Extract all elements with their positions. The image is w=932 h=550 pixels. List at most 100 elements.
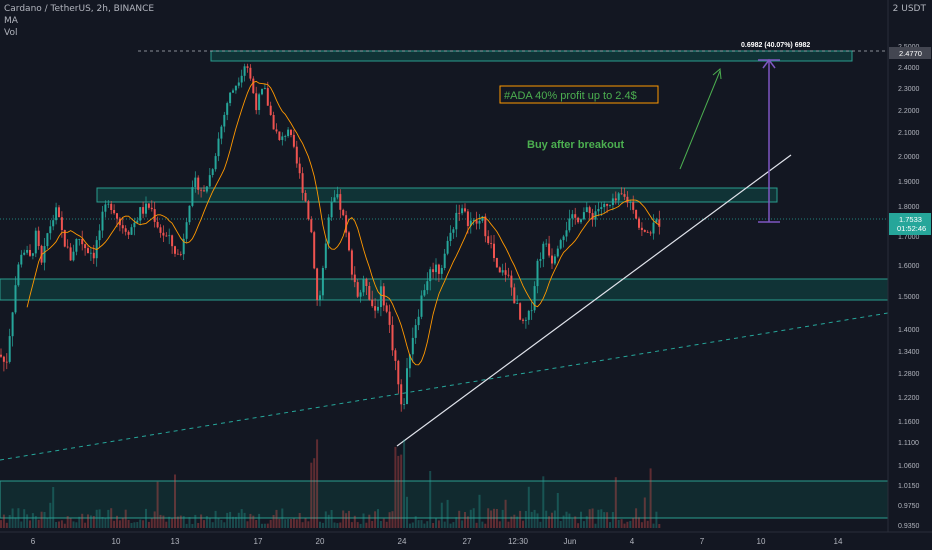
volume-bar bbox=[455, 517, 458, 528]
candle-body bbox=[623, 194, 626, 197]
volume-bar bbox=[406, 496, 408, 528]
candle-body bbox=[646, 231, 649, 233]
candle-body bbox=[55, 207, 58, 221]
volume-bar bbox=[200, 514, 203, 528]
candle-body bbox=[43, 246, 46, 263]
time-tick-9: 4 bbox=[630, 537, 635, 546]
candle-body bbox=[130, 227, 133, 235]
volume-bar bbox=[232, 516, 234, 528]
volume-bar bbox=[556, 493, 559, 528]
currency-label[interactable]: 2 USDT bbox=[892, 4, 926, 14]
volume-bar bbox=[403, 439, 406, 528]
volume-bar bbox=[118, 520, 121, 528]
volume-bar bbox=[75, 522, 78, 528]
volume-bar bbox=[214, 510, 217, 528]
profit-label-box[interactable] bbox=[499, 85, 659, 104]
candle-body bbox=[475, 220, 478, 224]
candle-body bbox=[391, 324, 394, 351]
volume-bar bbox=[490, 510, 493, 528]
volume-bar bbox=[597, 509, 600, 528]
volume-bar bbox=[127, 520, 130, 528]
candle-body bbox=[208, 175, 211, 187]
candle-body bbox=[432, 269, 435, 273]
candle-body bbox=[304, 193, 307, 202]
volume-band-zone[interactable] bbox=[0, 480, 889, 519]
long-dashed-trendline[interactable] bbox=[0, 312, 889, 461]
volume-bar bbox=[580, 511, 582, 528]
volume-bar bbox=[527, 486, 530, 528]
volume-bar bbox=[101, 517, 104, 528]
volume-bar bbox=[565, 511, 568, 528]
candle-body bbox=[330, 202, 333, 218]
candle-body bbox=[458, 212, 461, 214]
candle-body bbox=[176, 253, 179, 255]
candle-body bbox=[522, 319, 524, 321]
volume-bar bbox=[182, 516, 185, 528]
volume-bar bbox=[524, 511, 527, 528]
volume-bar bbox=[609, 522, 611, 528]
candle-body bbox=[652, 222, 655, 234]
candle-body bbox=[89, 252, 92, 254]
volume-bar bbox=[104, 517, 107, 528]
volume-bar bbox=[142, 520, 145, 528]
price-tick-8: 1.7000 bbox=[898, 234, 920, 241]
volume-bar bbox=[60, 520, 63, 528]
time-tick-4: 20 bbox=[316, 537, 325, 546]
candle-body bbox=[379, 286, 382, 307]
candle-body bbox=[136, 220, 139, 223]
candle-body bbox=[495, 258, 498, 268]
volume-bar bbox=[545, 510, 548, 528]
volume-bar bbox=[522, 520, 524, 528]
volume-bar bbox=[582, 521, 585, 528]
candle-body bbox=[287, 129, 290, 136]
candle-body bbox=[243, 66, 246, 76]
ascending-trendline[interactable] bbox=[396, 154, 792, 447]
volume-bar bbox=[458, 510, 461, 528]
ma-indicator-label[interactable]: MA bbox=[4, 16, 18, 26]
volume-bar bbox=[536, 513, 539, 528]
volume-bar bbox=[539, 521, 542, 528]
candle-body bbox=[582, 212, 585, 220]
volume-bar bbox=[385, 521, 388, 528]
volume-bar bbox=[52, 487, 55, 528]
price-scale[interactable]: 2.50002.40002.30002.20002.10002.00001.90… bbox=[898, 44, 920, 530]
volume-bar bbox=[330, 510, 333, 528]
price-tick-11: 1.4000 bbox=[898, 327, 920, 334]
measure-arrowhead bbox=[762, 58, 776, 69]
time-tick-3: 17 bbox=[254, 537, 263, 546]
candle-body bbox=[266, 88, 269, 106]
breakout-zone[interactable] bbox=[96, 187, 778, 203]
volume-bar bbox=[72, 521, 75, 528]
time-tick-11: 10 bbox=[757, 537, 766, 546]
volume-bar bbox=[379, 521, 382, 528]
volume-bar bbox=[617, 519, 620, 528]
candle-body bbox=[255, 93, 258, 111]
volume-bar bbox=[339, 522, 342, 528]
projection-arrow-line[interactable] bbox=[679, 70, 721, 170]
volume-bar bbox=[600, 509, 603, 528]
current-price-tag-bg bbox=[889, 213, 931, 235]
candle-body bbox=[145, 203, 147, 214]
volume-bar bbox=[646, 520, 649, 528]
candle-body bbox=[237, 82, 240, 86]
candle-body bbox=[150, 207, 153, 210]
resistance-zone-top[interactable] bbox=[210, 50, 853, 62]
volume-bar bbox=[124, 509, 127, 528]
symbol-line[interactable]: Cardano / TetherUS, 2h, BINANCE bbox=[4, 4, 155, 14]
candle-body bbox=[356, 282, 359, 297]
candle-body bbox=[530, 310, 533, 312]
time-scale[interactable]: 6 10 13 17 20 24 27 12:30 Jun 4 7 10 14 bbox=[31, 537, 843, 546]
volume-bar bbox=[649, 468, 652, 528]
volume-bar bbox=[284, 519, 287, 528]
volume-bar bbox=[397, 455, 400, 528]
candle-body bbox=[226, 103, 229, 115]
volume-bar bbox=[495, 509, 498, 528]
vol-indicator-label[interactable]: Vol bbox=[4, 28, 18, 38]
volume-bar bbox=[275, 509, 278, 528]
volume-bar bbox=[411, 522, 414, 528]
volume-bar bbox=[336, 523, 339, 528]
candle-body bbox=[58, 207, 60, 218]
candle-body bbox=[31, 253, 34, 256]
volume-bar bbox=[507, 521, 510, 528]
